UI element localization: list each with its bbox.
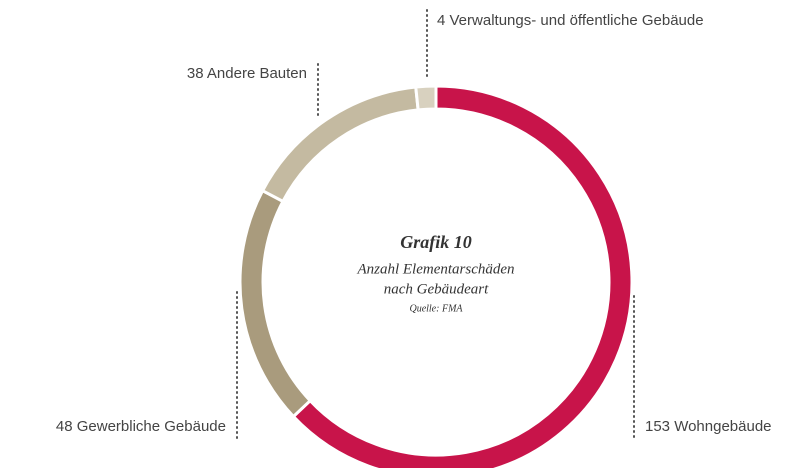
data-label: 153 Wohngebäude [645, 418, 772, 435]
donut-segment [260, 85, 420, 204]
chart-source: Quelle: FMA [409, 303, 463, 314]
data-label: 38 Andere Bauten [187, 65, 307, 82]
donut-segment [238, 188, 313, 419]
chart-subtitle: Anzahl Elementarschäden [356, 261, 514, 277]
data-label: 48 Gewerbliche Gebäude [56, 418, 226, 435]
donut-segment [414, 84, 438, 112]
chart-title: Grafik 10 [400, 232, 472, 252]
data-label: 4 Verwaltungs- und öffentliche Gebäude [437, 12, 704, 29]
chart-subtitle: nach Gebäudeart [384, 281, 489, 297]
